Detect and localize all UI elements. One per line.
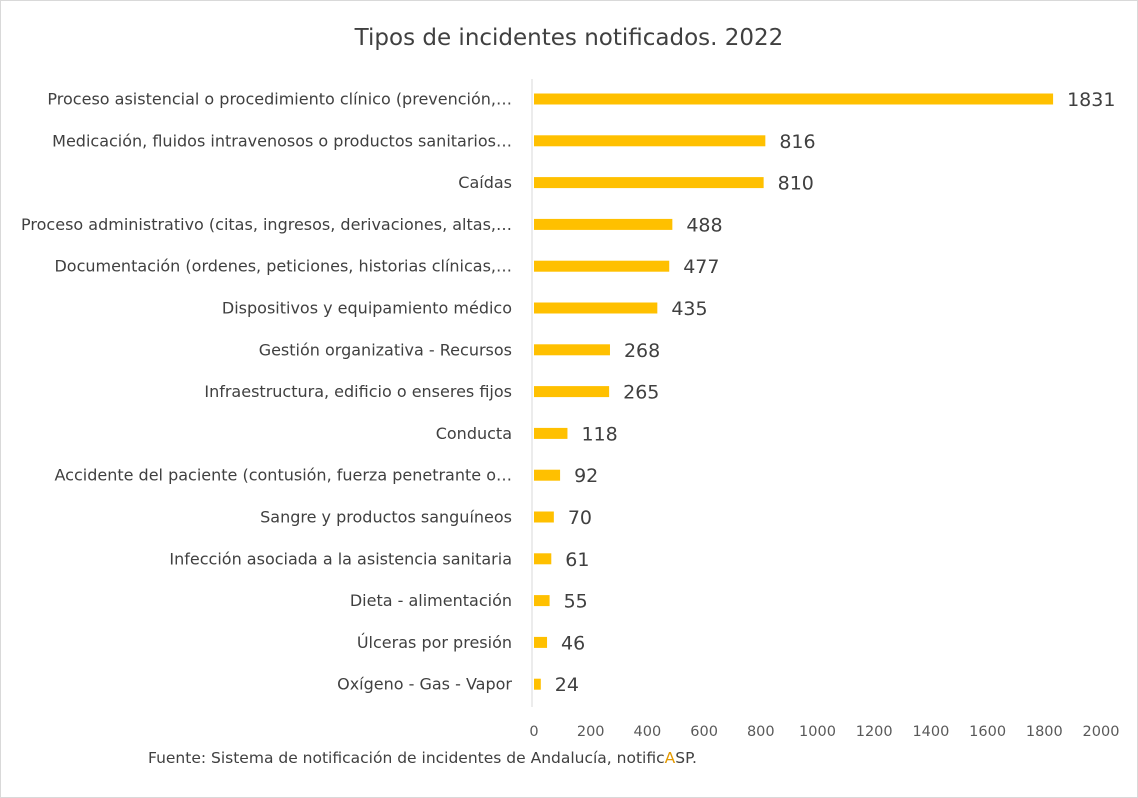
value-label: 810 bbox=[778, 173, 814, 195]
category-label: Oxígeno - Gas - Vapor bbox=[337, 675, 512, 694]
value-label: 816 bbox=[779, 131, 815, 153]
bar bbox=[534, 595, 550, 607]
value-label: 488 bbox=[686, 214, 722, 236]
bar bbox=[534, 260, 670, 272]
bar bbox=[534, 177, 764, 189]
value-label: 61 bbox=[565, 549, 589, 571]
category-label: Infraestructura, edificio o enseres fijo… bbox=[204, 382, 512, 401]
category-label: Úlceras por presión bbox=[357, 633, 512, 652]
bar bbox=[534, 427, 568, 439]
bar bbox=[534, 469, 561, 481]
bar bbox=[534, 302, 658, 314]
bar bbox=[534, 386, 610, 398]
x-tick-label: 1600 bbox=[969, 724, 1006, 740]
bar bbox=[534, 218, 673, 230]
bar bbox=[534, 636, 548, 648]
value-label: 435 bbox=[671, 298, 707, 320]
x-tick-label: 1800 bbox=[1026, 724, 1063, 740]
value-label: 118 bbox=[581, 423, 617, 445]
x-tick-label: 2000 bbox=[1083, 724, 1120, 740]
bar bbox=[534, 93, 1054, 105]
category-label: Gestión organizativa - Recursos bbox=[259, 340, 512, 359]
value-label: 24 bbox=[555, 674, 579, 696]
value-label: 268 bbox=[624, 340, 660, 362]
value-label: 1831 bbox=[1067, 89, 1115, 111]
value-label: 92 bbox=[574, 465, 598, 487]
x-tick-label: 600 bbox=[690, 724, 718, 740]
bar bbox=[534, 678, 541, 690]
bar bbox=[534, 135, 766, 147]
source-text-suffix: SP. bbox=[675, 749, 697, 767]
category-label: Sangre y productos sanguíneos bbox=[260, 508, 512, 527]
x-tick-label: 200 bbox=[577, 724, 605, 740]
category-label: Accidente del paciente (contusión, fuerz… bbox=[55, 466, 513, 485]
value-label: 477 bbox=[683, 256, 719, 278]
category-label: Dieta - alimentación bbox=[350, 591, 512, 610]
x-tick-label: 400 bbox=[634, 724, 662, 740]
source-note: Fuente: Sistema de notificación de incid… bbox=[148, 749, 697, 767]
category-label: Documentación (ordenes, peticiones, hist… bbox=[54, 257, 512, 276]
category-label: Dispositivos y equipamiento médico bbox=[222, 299, 512, 318]
x-tick-label: 1400 bbox=[912, 724, 949, 740]
category-label: Caídas bbox=[458, 173, 512, 192]
bars-group bbox=[534, 93, 1054, 690]
value-labels: 1831 816 810 488 477 435 268 265 118 92 70 61 55 46 24 bbox=[555, 89, 1116, 696]
x-axis-ticks: 0 200 400 600 800 1000 1200 1400 1600 1800 2000 bbox=[529, 724, 1119, 740]
bar bbox=[534, 344, 610, 356]
x-tick-label: 800 bbox=[747, 724, 775, 740]
value-label: 70 bbox=[568, 507, 592, 529]
category-labels: Proceso asistencial o procedimiento clín… bbox=[21, 90, 512, 694]
value-label: 46 bbox=[561, 632, 585, 654]
bar bbox=[534, 553, 552, 565]
category-label: Proceso administrativo (citas, ingresos,… bbox=[21, 215, 512, 234]
source-text: Fuente: Sistema de notificación de incid… bbox=[148, 749, 665, 767]
x-tick-label: 1200 bbox=[856, 724, 893, 740]
bar bbox=[534, 511, 554, 523]
x-tick-label: 0 bbox=[529, 724, 538, 740]
category-label: Medicación, fluidos intravenosos o produ… bbox=[52, 131, 512, 150]
category-label: Infección asociada a la asistencia sanit… bbox=[169, 549, 512, 568]
source-highlight-letter: A bbox=[664, 749, 676, 767]
category-label: Proceso asistencial o procedimiento clín… bbox=[47, 90, 512, 109]
chart-title: Tipos de incidentes notificados. 2022 bbox=[354, 25, 784, 51]
value-label: 265 bbox=[623, 382, 659, 404]
x-tick-label: 1000 bbox=[799, 724, 836, 740]
category-label: Conducta bbox=[436, 424, 512, 443]
value-label: 55 bbox=[564, 591, 588, 613]
